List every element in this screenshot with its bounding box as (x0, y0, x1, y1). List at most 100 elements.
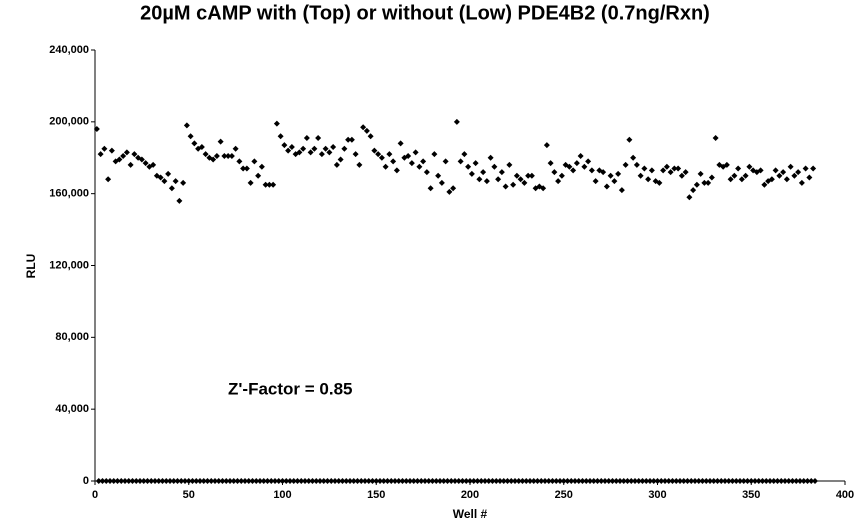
data-point (763, 478, 770, 484)
data-point (570, 167, 577, 174)
data-point (707, 478, 713, 484)
data-point (309, 478, 316, 484)
data-point (390, 158, 397, 165)
data-point (198, 143, 205, 150)
data-point (575, 478, 582, 484)
data-point (270, 181, 277, 188)
data-point (682, 169, 689, 176)
data-point (722, 478, 728, 484)
data-point (757, 167, 764, 174)
data-point (551, 169, 558, 176)
y-tick-label: 40,000 (55, 403, 89, 415)
data-point (744, 478, 751, 484)
data-point (163, 478, 170, 484)
data-point (122, 478, 128, 484)
data-point (553, 478, 560, 484)
data-point (281, 142, 288, 149)
data-point (335, 478, 342, 484)
data-point (667, 169, 674, 176)
data-point (774, 478, 781, 484)
data-point (191, 140, 198, 147)
data-point (227, 478, 233, 484)
data-point (317, 478, 323, 484)
data-point (579, 478, 586, 484)
data-point (615, 170, 622, 177)
data-point (380, 478, 387, 484)
data-point (628, 478, 635, 484)
data-point (444, 478, 451, 484)
data-point (648, 167, 655, 174)
data-point (643, 478, 650, 484)
data-point (180, 179, 187, 186)
data-point (669, 478, 676, 484)
data-point (251, 158, 258, 165)
data-point (107, 478, 113, 484)
data-point (690, 187, 697, 194)
data-point (174, 478, 181, 484)
data-point (686, 194, 693, 201)
data-point (339, 478, 346, 484)
data-point (217, 138, 224, 145)
data-point (523, 478, 530, 484)
data-point (684, 478, 691, 484)
data-point (639, 478, 646, 484)
data-point (626, 136, 633, 143)
data-point (125, 478, 132, 484)
data-point (699, 478, 706, 484)
data-point (204, 478, 211, 484)
data-point (791, 172, 798, 179)
data-point (538, 478, 545, 484)
data-point (257, 478, 263, 484)
data-point (255, 172, 262, 179)
data-point (157, 174, 164, 181)
data-point (375, 151, 382, 158)
data-point (384, 478, 391, 484)
data-point (438, 179, 445, 186)
data-point (622, 161, 629, 168)
data-point (167, 478, 173, 484)
data-point (547, 160, 554, 167)
data-point (362, 478, 368, 484)
data-point (242, 478, 248, 484)
data-point (350, 478, 357, 484)
data-point (746, 163, 753, 170)
data-point (249, 478, 256, 484)
data-point (311, 145, 318, 152)
data-point (633, 161, 640, 168)
data-point (675, 165, 682, 172)
data-point (611, 178, 618, 185)
data-point (731, 172, 738, 179)
data-point (114, 478, 121, 484)
data-point (624, 478, 631, 484)
data-point (365, 478, 372, 484)
data-point (343, 478, 350, 484)
data-point (185, 478, 192, 484)
data-point (650, 478, 657, 484)
data-point (557, 478, 563, 484)
data-point (549, 478, 556, 484)
data-point (712, 134, 719, 141)
data-point (144, 478, 151, 484)
data-point (437, 478, 443, 484)
data-point (378, 154, 385, 161)
data-point (429, 478, 436, 484)
data-point (695, 478, 702, 484)
data-point (785, 478, 792, 484)
data-point (99, 478, 106, 484)
data-point (632, 478, 638, 484)
data-point (590, 478, 597, 484)
data-point (405, 152, 412, 159)
data-point (798, 179, 805, 186)
data-point (140, 478, 147, 484)
data-point (692, 478, 698, 484)
data-point (671, 165, 678, 172)
data-point (468, 170, 475, 177)
data-point (307, 149, 314, 156)
data-point (723, 161, 730, 168)
data-point (287, 478, 293, 484)
data-point (493, 478, 500, 484)
data-point (131, 151, 138, 158)
data-point (347, 478, 353, 484)
data-point (530, 478, 537, 484)
data-point (459, 478, 466, 484)
